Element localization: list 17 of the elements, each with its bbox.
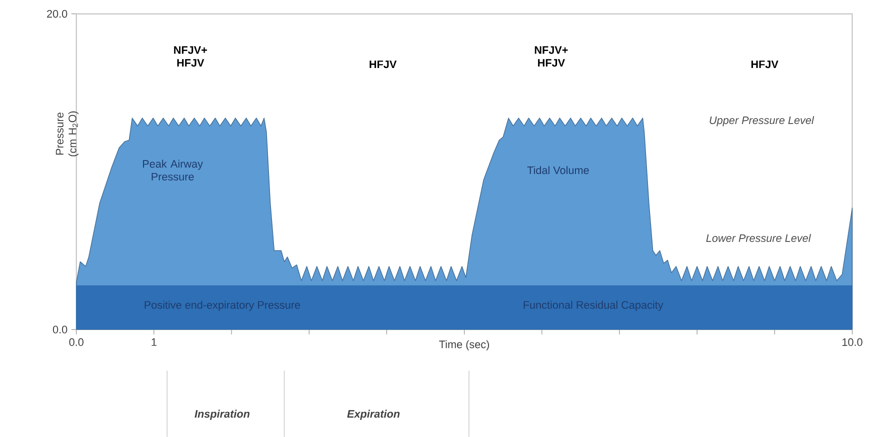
x-axis-title: Time (sec) [439,340,490,350]
annotation: HFJV [370,60,397,68]
annotation: NFJV+ HFJV [174,46,207,67]
text: Expiration [347,410,400,420]
annotation: Peak Airway Pressure [143,160,203,180]
annotation: Tidal Volume [527,166,589,174]
annotation: Positive end-expiratory Pressure [144,300,300,311]
annotation: HFJV [751,60,778,68]
annotation: NFJV+ HFJV [534,46,568,67]
x-tick-label: 1 [152,338,156,346]
x-tick-label: 10.0 [842,338,862,346]
x-tick-label: 0.0 [69,338,84,346]
annotation: Lower Pressure Level [706,234,812,242]
text: Inspiration [194,410,250,420]
annotation: Upper Pressure Level [710,116,814,126]
y-tick-label: 20.0 [47,10,68,18]
annotation: Functional Residual Capacity [524,300,664,311]
